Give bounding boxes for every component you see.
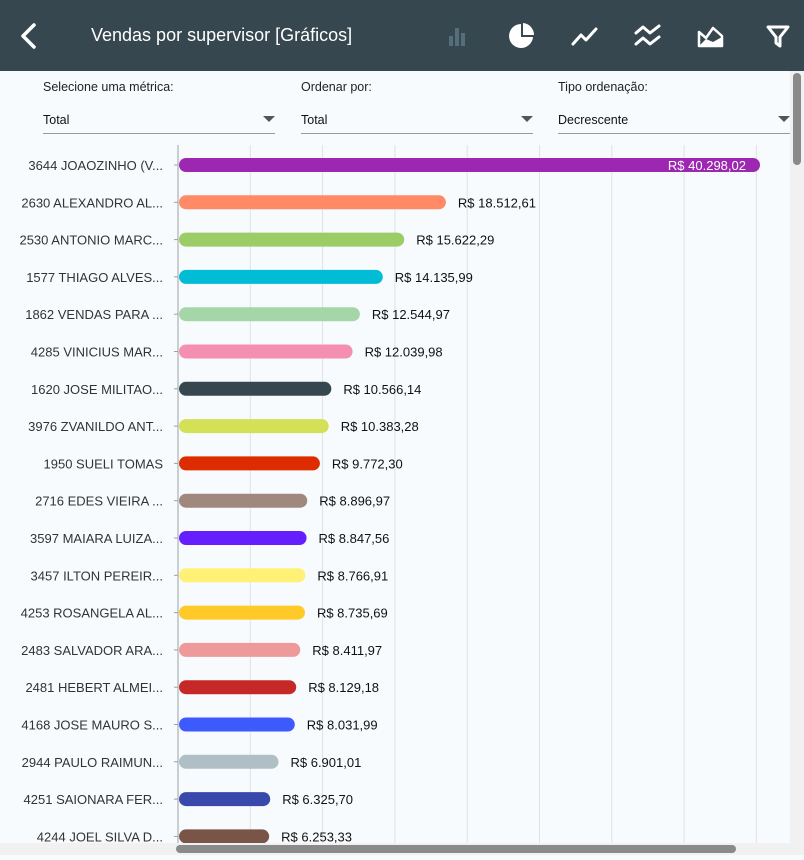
dropdown-arrow-icon — [521, 116, 533, 122]
data-label: R$ 8.031,99 — [307, 718, 378, 733]
category-label: 4168 JOSE MAURO S... — [21, 718, 163, 733]
data-label: R$ 6.253,33 — [281, 829, 352, 844]
data-label: R$ 40.298,02 — [668, 158, 746, 173]
category-label: 4251 SAIONARA FER... — [24, 792, 163, 807]
data-label: R$ 15.622,29 — [416, 233, 494, 248]
bar[interactable] — [179, 792, 271, 807]
bar[interactable] — [179, 642, 301, 657]
data-label: R$ 8.766,91 — [317, 568, 388, 583]
data-label: R$ 8.411,97 — [312, 643, 382, 658]
bar[interactable] — [179, 419, 329, 434]
bar[interactable] — [179, 269, 383, 284]
category-label: 4285 VINICIUS MAR... — [31, 345, 163, 360]
category-label: 4244 JOEL SILVA D... — [37, 829, 163, 844]
category-label: 1620 JOSE MILITAO... — [31, 382, 163, 397]
bar[interactable] — [179, 531, 307, 545]
category-label: 2481 HEBERT ALMEI... — [25, 680, 163, 695]
category-label: 1862 VENDAS PARA ... — [25, 307, 163, 322]
category-label: 1577 THIAGO ALVES... — [26, 270, 163, 285]
order-select[interactable]: Total — [301, 105, 533, 134]
bar[interactable] — [179, 158, 760, 172]
bar[interactable] — [179, 680, 297, 695]
vertical-scrollbar-thumb[interactable] — [793, 73, 801, 165]
filter-icon[interactable] — [762, 20, 794, 52]
category-label: 3457 ILTON PEREIR... — [31, 568, 163, 583]
data-label: R$ 14.135,99 — [395, 270, 473, 285]
dropdown-arrow-icon — [778, 116, 790, 122]
data-label: R$ 6.901,01 — [290, 755, 361, 770]
bar[interactable] — [179, 717, 295, 732]
category-label: 2716 EDES VIEIRA ... — [35, 494, 163, 509]
category-label: 2944 PAULO RAIMUN... — [22, 755, 163, 770]
category-label: 3597 MAIARA LUIZA... — [30, 531, 163, 546]
data-label: R$ 10.383,28 — [341, 419, 419, 434]
data-label: R$ 8.896,97 — [319, 494, 390, 509]
data-label: R$ 12.039,98 — [365, 345, 443, 360]
sort-type-select[interactable]: Decrescente — [558, 105, 790, 134]
area-chart-icon[interactable] — [695, 20, 727, 52]
horizontal-scrollbar[interactable] — [0, 843, 790, 855]
dropdown-arrow-icon — [263, 116, 275, 122]
category-label: 2630 ALEXANDRO AL... — [21, 195, 163, 210]
bar[interactable] — [179, 456, 320, 471]
data-label: R$ 6.325,70 — [282, 792, 353, 807]
category-label: 3644 JOAOZINHO (V... — [28, 158, 163, 173]
data-label: R$ 18.512,61 — [458, 195, 536, 210]
back-arrow-icon[interactable] — [14, 20, 44, 52]
filter-bar: Selecione uma métrica: Total Ordenar por… — [0, 71, 790, 145]
bar-chart: 3644 JOAOZINHO (V... R$ 40.298,02 2630 ALE… — [0, 145, 790, 855]
order-value: Total — [301, 113, 328, 127]
category-label: 4253 ROSANGELA AL... — [21, 606, 163, 621]
category-label: 1950 SUELI TOMAS — [44, 456, 164, 471]
bar[interactable] — [179, 232, 405, 247]
app-toolbar: Vendas por supervisor [Gráficos] — [0, 0, 804, 71]
data-label: R$ 8.735,69 — [317, 606, 388, 621]
sort-type-label: Tipo ordenação: — [558, 80, 648, 94]
data-label: R$ 8.847,56 — [319, 531, 390, 546]
bar[interactable] — [179, 754, 279, 769]
bar[interactable] — [179, 829, 270, 844]
bar[interactable] — [179, 568, 306, 583]
data-label: R$ 8.129,18 — [308, 680, 379, 695]
category-label: 2530 ANTONIO MARC... — [19, 233, 163, 248]
metric-value: Total — [43, 113, 70, 127]
bar[interactable] — [179, 381, 332, 396]
data-label: R$ 9.772,30 — [332, 456, 403, 471]
pie-chart-icon[interactable] — [506, 20, 538, 52]
order-label: Ordenar por: — [301, 80, 372, 94]
bar-chart-icon[interactable] — [443, 20, 475, 52]
bar[interactable] — [179, 605, 305, 620]
vertical-scrollbar[interactable] — [790, 71, 804, 855]
bar[interactable] — [179, 195, 446, 210]
metric-select[interactable]: Total — [43, 105, 275, 134]
data-label: R$ 10.566,14 — [343, 382, 421, 397]
bar[interactable] — [179, 307, 360, 322]
category-label: 3976 ZVANILDO ANT... — [28, 419, 163, 434]
line-chart-icon[interactable] — [569, 20, 601, 52]
horizontal-scrollbar-thumb[interactable] — [176, 845, 736, 853]
bar-chart-svg: 3644 JOAOZINHO (V... R$ 40.298,02 2630 ALE… — [19, 145, 760, 855]
bar[interactable] — [179, 344, 353, 359]
page-title: Vendas por supervisor [Gráficos] — [91, 25, 353, 45]
bar[interactable] — [179, 493, 308, 508]
category-label: 2483 SALVADOR ARA... — [21, 643, 163, 658]
data-label: R$ 12.544,97 — [372, 307, 450, 322]
sort-type-value: Decrescente — [558, 113, 629, 127]
metric-label: Selecione uma métrica: — [43, 80, 174, 94]
multi-line-chart-icon[interactable] — [632, 20, 664, 52]
